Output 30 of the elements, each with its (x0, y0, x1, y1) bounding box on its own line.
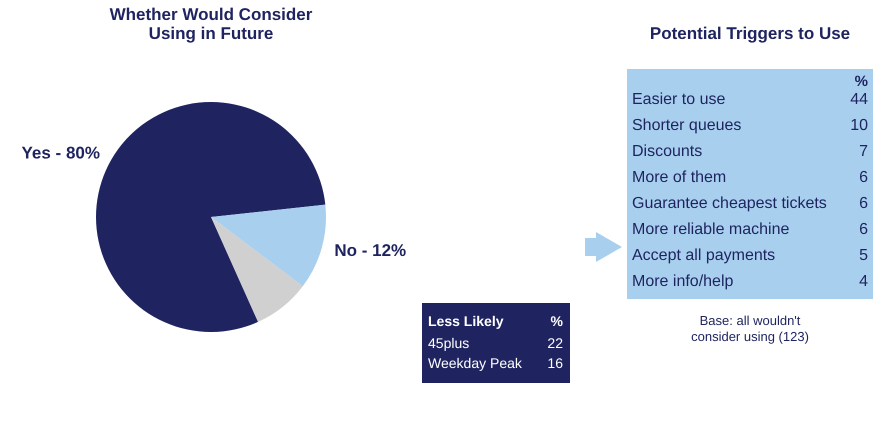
data-label: 16 (547, 355, 564, 371)
category-label: Weekday Peak (428, 355, 523, 371)
slice-label: Yes - 80% (22, 143, 100, 162)
data-label: 5 (859, 247, 868, 264)
category-label: Discounts (632, 143, 702, 160)
data-label: 4 (859, 273, 868, 290)
data-label: 6 (859, 169, 868, 186)
category-label: 45plus (428, 335, 470, 351)
text: Base: all wouldn't consider using (123) (691, 313, 809, 344)
category-label: More of them (632, 169, 726, 186)
data-label: 6 (859, 195, 868, 212)
text: Potential Triggers to Use (650, 24, 850, 43)
data-label: 10 (850, 117, 868, 134)
data-label: 6 (859, 221, 868, 238)
pie-slice (211, 217, 303, 322)
category-label: Easier to use (632, 91, 726, 108)
category-label: Shorter queues (632, 117, 742, 134)
pie-slice (211, 204, 326, 286)
data-label: 7 (859, 143, 868, 160)
text: Less Likely (428, 313, 504, 329)
slice-label: No - 12% (334, 241, 406, 260)
category-label: More reliable machine (632, 221, 790, 238)
data-label: 44 (850, 91, 868, 108)
data-label: 22 (547, 335, 564, 351)
category-label: Accept all payments (632, 247, 776, 264)
category-label: Guarantee cheapest tickets (632, 195, 827, 212)
text: % (550, 313, 564, 329)
category-label: More info/help (632, 273, 734, 290)
text: % (854, 73, 868, 90)
chart-title: Whether Would Consider Using in Future (110, 5, 313, 43)
